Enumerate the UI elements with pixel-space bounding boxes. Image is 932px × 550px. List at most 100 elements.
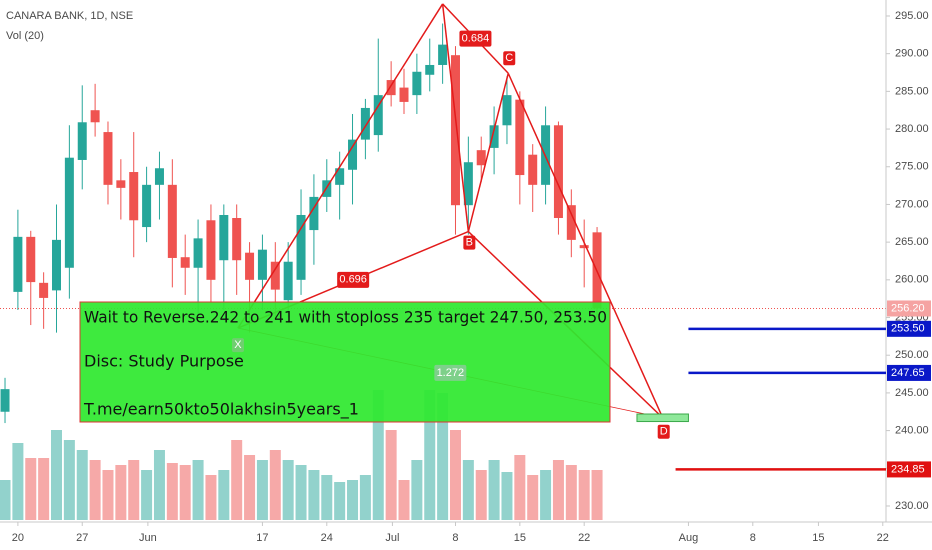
volume-label: Vol (20) bbox=[6, 30, 44, 42]
x-tick-label: Aug bbox=[679, 532, 699, 544]
y-tick-label: 270.00 bbox=[895, 198, 929, 210]
candle-body bbox=[219, 214, 229, 261]
x-tick-label: 20 bbox=[12, 532, 24, 544]
volume-bar bbox=[411, 460, 423, 520]
plot-area bbox=[0, 3, 886, 520]
candle-body bbox=[90, 110, 100, 123]
candle-body bbox=[206, 220, 216, 280]
volume-bar bbox=[449, 430, 461, 520]
price-tag bbox=[887, 364, 931, 381]
candle-body bbox=[438, 44, 448, 65]
volume-bar bbox=[63, 440, 75, 520]
candle-body bbox=[515, 99, 525, 176]
volume-bar bbox=[282, 460, 294, 520]
x-tick-label: 15 bbox=[514, 532, 526, 544]
y-tick-label: 245.00 bbox=[895, 387, 929, 399]
candle-body bbox=[296, 214, 306, 280]
volume-bar bbox=[578, 470, 590, 520]
candle-body bbox=[386, 80, 396, 96]
candle-body bbox=[52, 239, 62, 291]
volume-bar bbox=[552, 460, 564, 520]
candle-body bbox=[116, 180, 126, 188]
volume-bar bbox=[334, 482, 346, 520]
candle-body bbox=[167, 184, 177, 258]
volume-bar bbox=[0, 480, 11, 520]
chart-title: CANARA BANK, 1D, NSE bbox=[6, 10, 133, 22]
volume-bar bbox=[565, 465, 577, 520]
candle-body bbox=[553, 125, 563, 219]
candle-body bbox=[566, 205, 576, 240]
candle-body bbox=[450, 55, 460, 206]
point-box bbox=[657, 424, 670, 439]
price-tag bbox=[887, 320, 931, 337]
volume-bar bbox=[89, 460, 101, 520]
x-tick-label: 8 bbox=[452, 532, 458, 544]
volume-bar bbox=[38, 458, 50, 520]
pattern-line bbox=[441, 3, 470, 232]
note-line: Disc: Study Purpose bbox=[84, 352, 244, 371]
candle-body bbox=[129, 172, 139, 221]
ratio-box bbox=[337, 271, 370, 288]
candle-body bbox=[283, 261, 293, 301]
point-label: X bbox=[234, 339, 242, 351]
price-tag-label: 234.85 bbox=[891, 463, 925, 475]
candle-body bbox=[489, 125, 499, 148]
volume-bar bbox=[424, 390, 436, 520]
x-tick-label: Jun bbox=[139, 532, 157, 544]
candle-body bbox=[13, 236, 23, 292]
candle-body bbox=[0, 389, 10, 412]
ratio-label: 0.684 bbox=[462, 33, 490, 45]
volume-bar bbox=[398, 480, 410, 520]
candle-body bbox=[335, 168, 345, 185]
price-tag-label: 247.65 bbox=[891, 367, 925, 379]
y-tick-label: 290.00 bbox=[895, 48, 929, 60]
volume-bar bbox=[192, 460, 204, 520]
y-tick-label: 285.00 bbox=[895, 85, 929, 97]
candle-body bbox=[528, 154, 538, 185]
last-price-label: 256.20 bbox=[891, 302, 925, 314]
y-tick-label: 265.00 bbox=[895, 236, 929, 248]
volume-bar bbox=[76, 450, 88, 520]
candle-body bbox=[154, 168, 164, 185]
volume-bar bbox=[347, 480, 359, 520]
ratio-label: 1.272 bbox=[437, 367, 465, 379]
volume-bar bbox=[359, 475, 371, 520]
volume-bar bbox=[25, 458, 37, 520]
candle-body bbox=[270, 261, 280, 290]
volume-bar bbox=[437, 393, 449, 520]
target-zone bbox=[636, 413, 689, 423]
volume-bar bbox=[205, 475, 217, 520]
candle-body bbox=[77, 122, 87, 160]
point-box bbox=[231, 338, 244, 353]
ratio-box bbox=[434, 364, 467, 381]
volume-bar bbox=[475, 470, 487, 520]
volume-bar bbox=[269, 450, 281, 520]
point-label: C bbox=[505, 52, 513, 64]
x-tick-label: 22 bbox=[877, 532, 889, 544]
volume-bar bbox=[514, 455, 526, 520]
point-label: D bbox=[660, 426, 668, 438]
pattern-line bbox=[507, 72, 664, 419]
y-tick-label: 240.00 bbox=[895, 425, 929, 437]
x-tick-label: 27 bbox=[76, 532, 88, 544]
y-tick-label: 230.00 bbox=[895, 500, 929, 512]
volume-bar bbox=[591, 470, 603, 520]
volume-bar bbox=[166, 463, 178, 520]
candle-body bbox=[26, 236, 36, 283]
volume-bar bbox=[372, 390, 384, 520]
volume-bar bbox=[540, 470, 552, 520]
y-tick-label: 275.00 bbox=[895, 161, 929, 173]
candle-body bbox=[232, 218, 242, 261]
candle-body bbox=[309, 196, 319, 231]
volume-bar bbox=[501, 472, 513, 520]
volume-bar bbox=[153, 450, 165, 520]
price-tag bbox=[887, 461, 931, 478]
volume-bar bbox=[141, 470, 153, 520]
candle-body bbox=[360, 107, 370, 140]
candle-body bbox=[348, 139, 358, 170]
last-price-tag bbox=[887, 300, 931, 317]
candle-body bbox=[412, 71, 422, 96]
volume-bar bbox=[218, 470, 230, 520]
candle-body bbox=[142, 184, 152, 228]
